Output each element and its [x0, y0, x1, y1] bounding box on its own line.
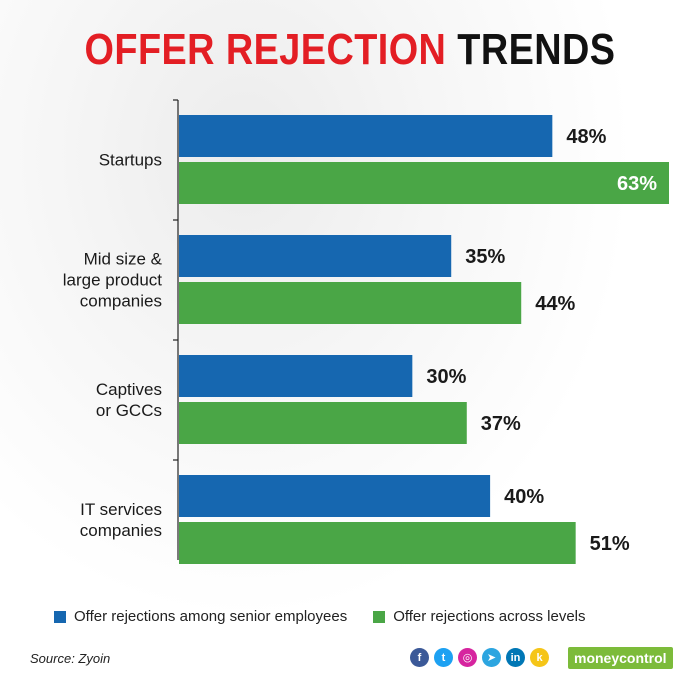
- legend-swatch-senior: [54, 610, 66, 623]
- linkedin-icon[interactable]: in: [506, 648, 525, 667]
- chart-title: OFFER REJECTION TRENDS: [49, 24, 651, 76]
- title-part-black: TRENDS: [457, 25, 616, 74]
- data-label: 30%: [426, 366, 466, 388]
- brand-logo: moneycontrol: [568, 647, 673, 669]
- koo-icon[interactable]: k: [530, 648, 549, 667]
- data-label: 37%: [481, 413, 521, 435]
- bar: [179, 235, 452, 277]
- bar: [179, 522, 576, 564]
- bar: [179, 282, 522, 324]
- instagram-icon[interactable]: ◎: [458, 648, 477, 667]
- data-label: 44%: [535, 293, 575, 315]
- source-note: Source: Zyoin: [30, 651, 111, 666]
- bar: [179, 355, 413, 397]
- title-part-red: OFFER REJECTION: [84, 25, 447, 74]
- category-label: Mid size &: [84, 250, 163, 269]
- facebook-icon[interactable]: f: [410, 648, 429, 667]
- category-label: Startups: [99, 151, 162, 170]
- category-label: large product: [63, 271, 163, 290]
- bar: [179, 115, 553, 157]
- twitter-icon[interactable]: t: [434, 648, 453, 667]
- social-icons: f t ◎ ➤ in k: [410, 648, 554, 667]
- bar: [179, 475, 491, 517]
- data-label: 51%: [590, 533, 630, 555]
- data-label: 63%: [617, 173, 657, 195]
- legend-swatch-all-levels: [373, 610, 386, 623]
- category-label: or GCCs: [96, 401, 162, 420]
- category-label: IT services: [80, 500, 162, 519]
- category-label: companies: [80, 521, 162, 540]
- category-label: Captives: [96, 380, 162, 399]
- category-label: companies: [80, 292, 162, 311]
- legend-label-senior: Offer rejections among senior employees: [74, 608, 348, 625]
- telegram-icon[interactable]: ➤: [482, 648, 501, 667]
- legend-item-all-levels: Offer rejections across levels: [373, 608, 586, 625]
- legend-item-senior: Offer rejections among senior employees: [54, 608, 347, 625]
- legend: Offer rejections among senior employees …: [54, 608, 612, 625]
- data-label: 48%: [566, 126, 606, 148]
- data-label: 35%: [465, 246, 505, 268]
- bar: [179, 162, 669, 204]
- legend-label-all-levels: Offer rejections across levels: [393, 608, 586, 625]
- bar: [179, 402, 467, 444]
- data-label: 40%: [504, 486, 544, 508]
